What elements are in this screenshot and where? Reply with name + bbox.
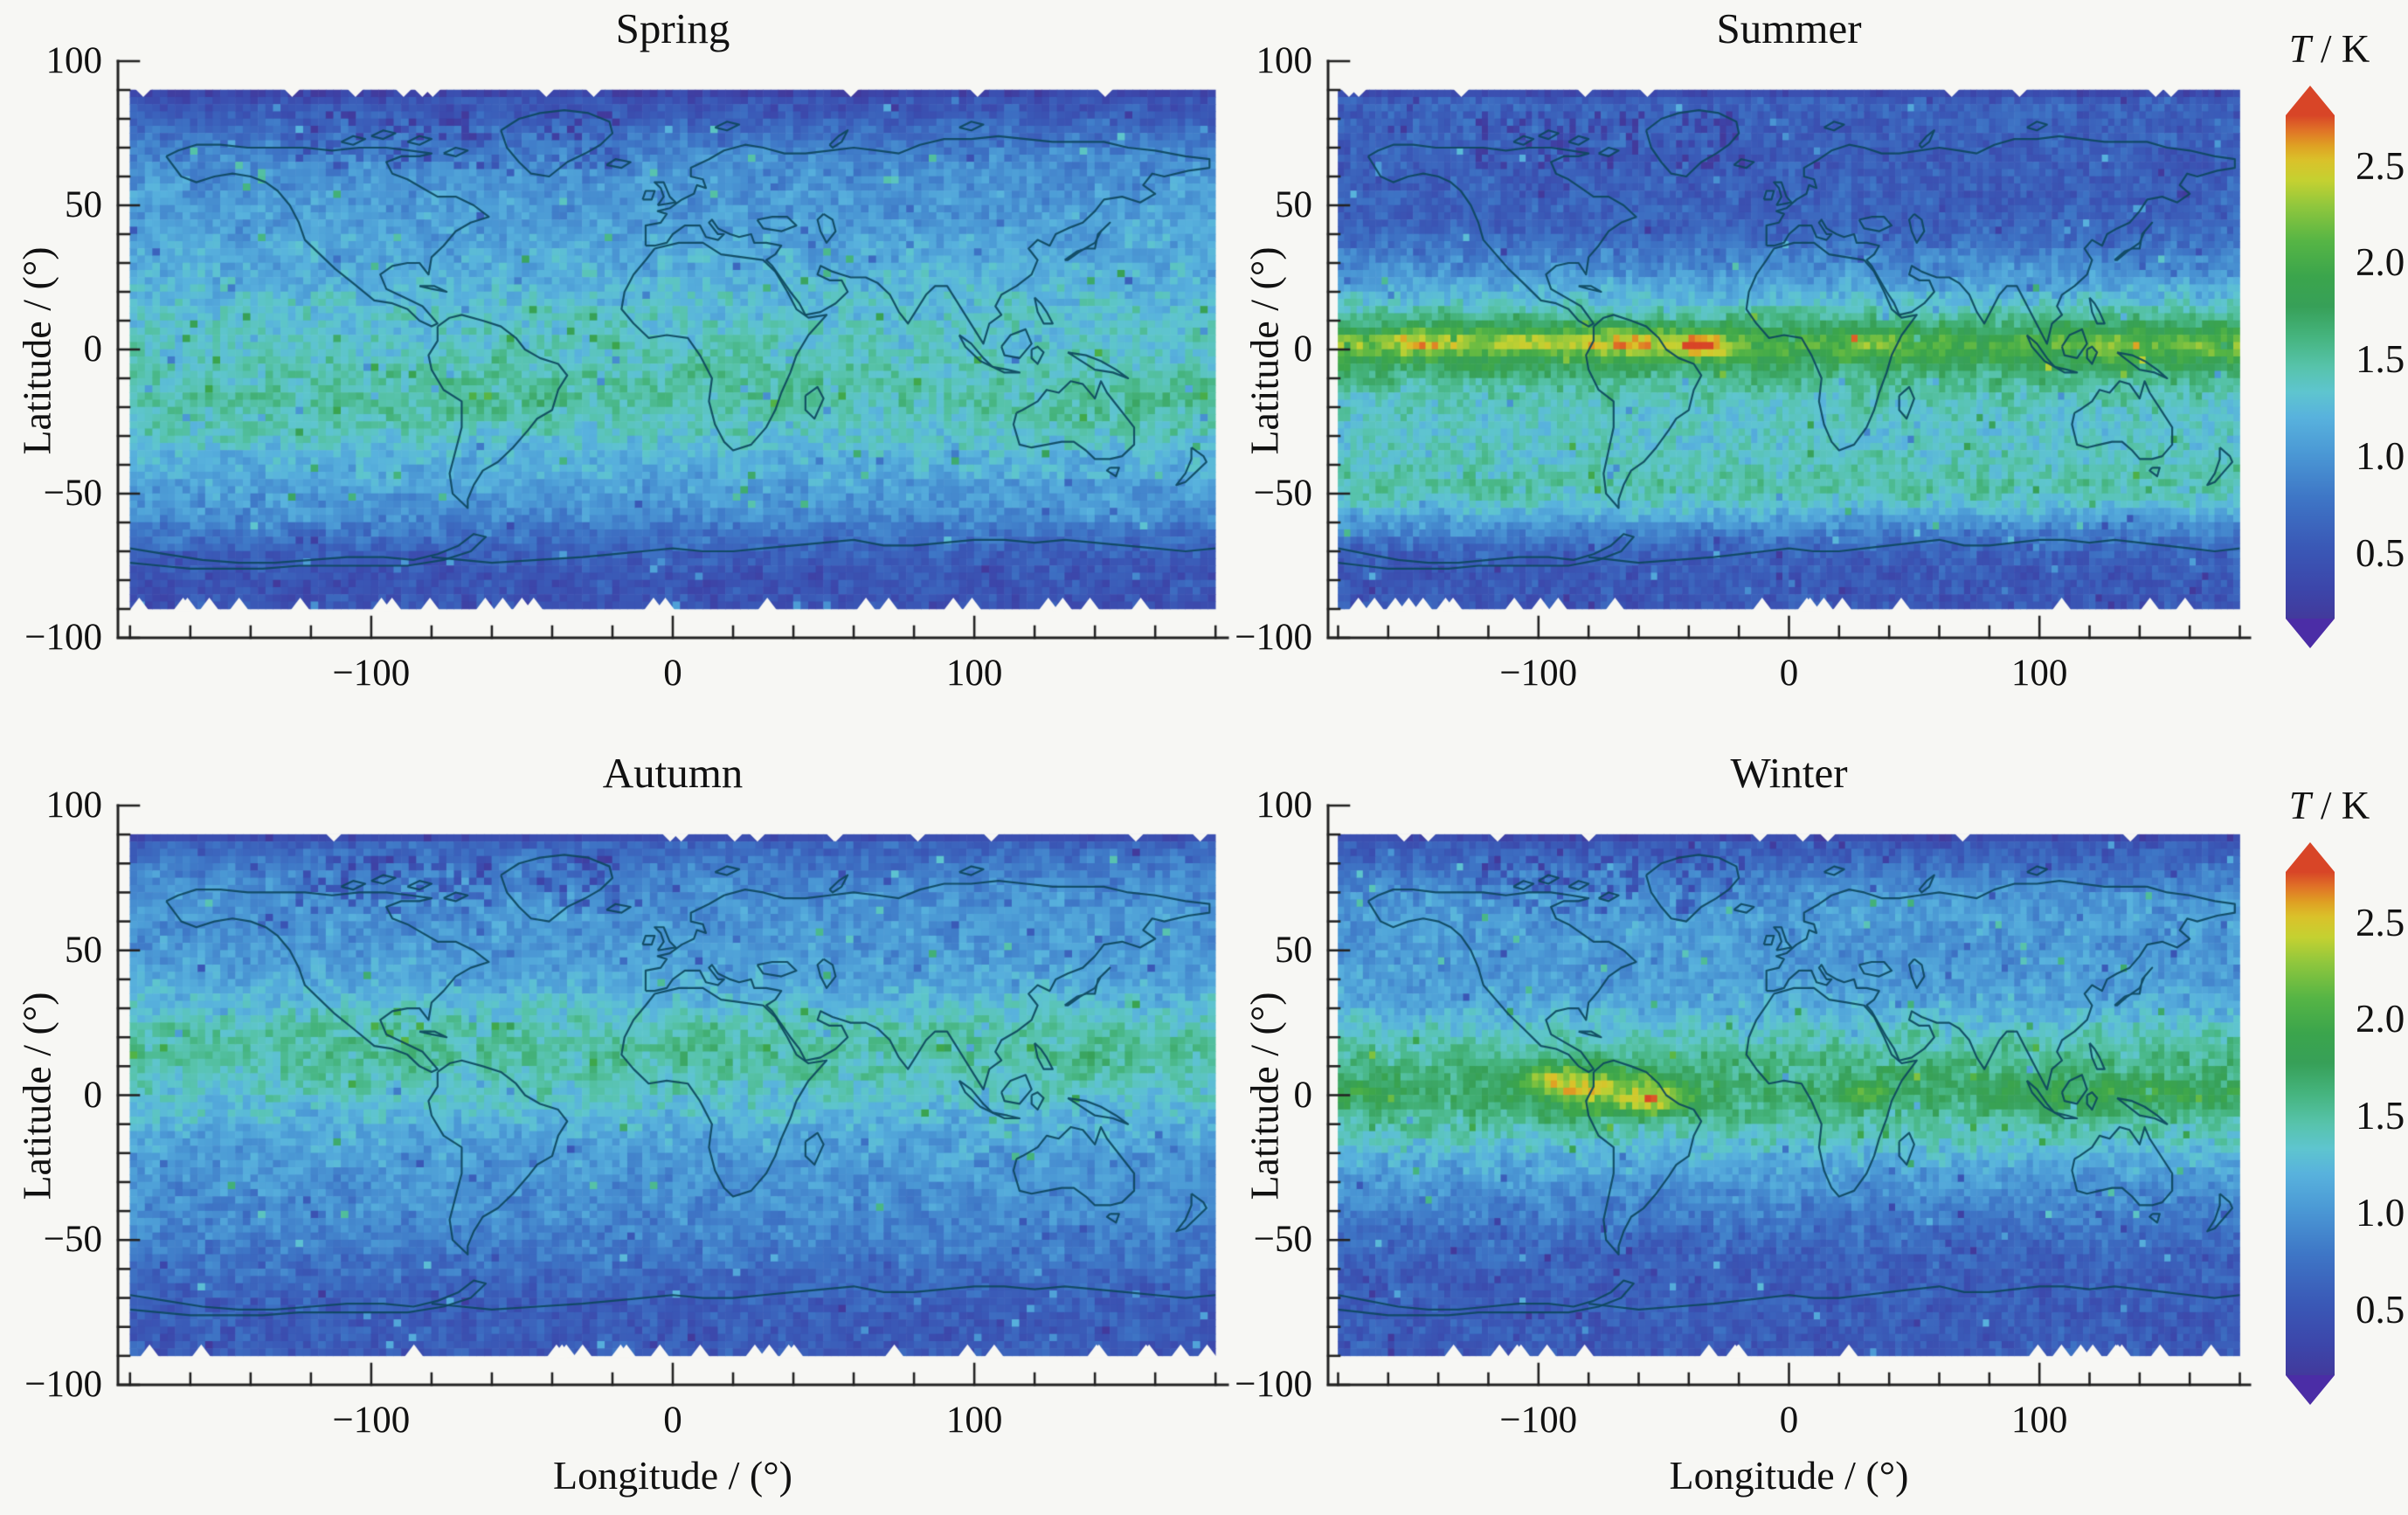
y-tick-label: 100 [45, 40, 103, 81]
x-tick-label: −100 [332, 1400, 411, 1441]
colorbar-tick-label: 1.0 [2356, 1190, 2405, 1235]
colorbar-gradient [2286, 115, 2335, 619]
y-tick-label: −50 [43, 1219, 102, 1261]
colorbar-gradient [2286, 872, 2335, 1375]
x-tick-label: 100 [2010, 653, 2068, 694]
x-tick-label: −100 [1499, 653, 1578, 694]
y-tick-label: 0 [1293, 329, 1313, 370]
colorbar-tick-label: 0.5 [2356, 1287, 2405, 1332]
x-tick-label: 0 [663, 653, 682, 694]
colorbar-symbol: T [2288, 27, 2311, 71]
y-tick-label: 0 [83, 329, 103, 370]
y-tick-label: −100 [24, 617, 102, 658]
colorbar-unit: K [2341, 27, 2370, 71]
x-axis-label-winter: Longitude / (°) [1669, 1453, 1909, 1498]
colorbar-sep: / [2310, 27, 2342, 71]
y-tick-label: 50 [1275, 929, 1312, 971]
y-tick-label: −100 [1235, 1364, 1312, 1405]
x-tick-label: 0 [1779, 653, 1799, 694]
x-tick-label: 100 [2010, 1400, 2068, 1441]
colorbar-down-arrow-icon [2286, 1375, 2335, 1405]
colorbar-symbol: T [2288, 784, 2311, 827]
x-tick-label: 100 [945, 653, 1003, 694]
colorbar-down-arrow-icon [2286, 619, 2335, 648]
y-tick-label: 50 [1275, 184, 1312, 225]
x-tick-label: 0 [663, 1400, 682, 1441]
summer-map-canvas [1324, 57, 2254, 642]
colorbar-up-arrow-icon [2286, 842, 2335, 872]
spring-map-canvas [114, 57, 1232, 642]
colorbar-top-label: T / K [2233, 26, 2408, 72]
y-tick-label: 0 [1293, 1074, 1313, 1116]
panel-title-spring: Spring [615, 4, 730, 52]
y-tick-label: 50 [65, 184, 102, 225]
colorbar-tick-label: 1.5 [2356, 1094, 2405, 1138]
y-tick-label: 100 [45, 785, 103, 826]
colorbar-up-arrow-icon [2286, 86, 2335, 115]
panel-title-winter: Winter [1730, 749, 1848, 797]
y-tick-label: −100 [1235, 617, 1312, 658]
y-tick-label: 0 [83, 1074, 103, 1116]
colorbar-tick-label: 0.5 [2356, 530, 2405, 575]
colorbar-sep: / [2310, 784, 2342, 827]
y-tick-label: 100 [1256, 40, 1313, 81]
panel-title-summer: Summer [1716, 4, 1862, 52]
y-tick-label: −50 [1253, 473, 1312, 514]
y-tick-label: −50 [43, 473, 102, 514]
panel-title-autumn: Autumn [602, 749, 744, 797]
colorbar-tick-label: 2.0 [2356, 240, 2405, 285]
y-tick-label: −50 [1253, 1219, 1312, 1261]
autumn-map-canvas [114, 801, 1232, 1389]
colorbar-tick-label: 1.0 [2356, 433, 2405, 478]
x-axis-label-autumn: Longitude / (°) [553, 1453, 792, 1498]
colorbar-bottom-label: T / K [2233, 783, 2408, 828]
y-tick-label: 50 [65, 929, 102, 971]
colorbar-tick-label: 2.5 [2356, 900, 2405, 944]
x-tick-label: 100 [945, 1400, 1003, 1441]
colorbar-unit: K [2341, 784, 2370, 827]
y-tick-label: −100 [24, 1364, 102, 1405]
winter-map-canvas [1324, 801, 2254, 1389]
colorbar-tick-label: 1.5 [2356, 337, 2405, 382]
colorbar-tick-label: 2.0 [2356, 997, 2405, 1041]
x-tick-label: −100 [332, 653, 411, 694]
colorbar-tick-label: 2.5 [2356, 143, 2405, 188]
x-tick-label: 0 [1779, 1400, 1799, 1441]
y-tick-label: 100 [1256, 785, 1313, 826]
x-tick-label: −100 [1499, 1400, 1578, 1441]
